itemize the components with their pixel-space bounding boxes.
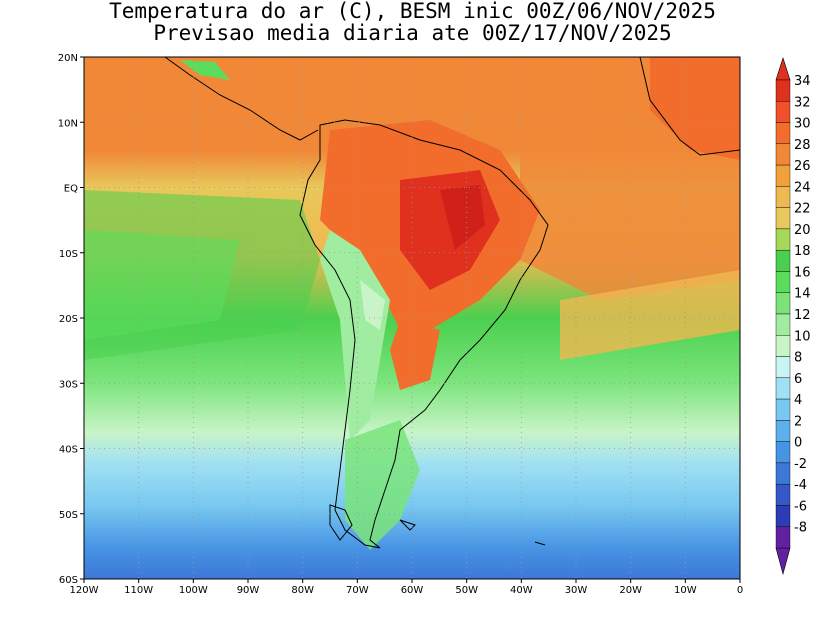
y-tick-label: 30S: [59, 379, 78, 390]
x-tick-label: 50W: [455, 585, 478, 596]
colorbar-label: 22: [794, 202, 811, 217]
colorbar-swatch: [775, 377, 791, 400]
colorbar-label: 18: [794, 244, 811, 259]
x-axis: 120W 110W 100W 90W 80W 70W 60W 50W 40W 30W 20W 10W 0: [70, 579, 743, 596]
colorbar-swatch: [775, 526, 791, 549]
colorbar-label: 16: [794, 265, 811, 280]
x-tick-label: 80W: [291, 585, 314, 596]
colorbar-swatch: [775, 143, 791, 166]
x-tick-label: 90W: [237, 585, 260, 596]
colorbar-label: 12: [794, 308, 811, 323]
colorbar-swatch: [775, 292, 791, 315]
colorbar-label: 10: [794, 329, 811, 344]
map-title: Temperatura do ar (C), BESM inic 00Z/06/…: [0, 0, 825, 44]
coastlines: [164, 57, 740, 549]
colorbar-swatch: [775, 505, 791, 527]
colorbar-label: 4: [794, 393, 802, 408]
x-tick-label: 30W: [565, 585, 588, 596]
x-tick-label: 70W: [346, 585, 369, 596]
y-tick-label: 40S: [59, 445, 78, 456]
colorbar-bottom-arrow: [775, 547, 791, 576]
colorbar-swatch: [775, 420, 791, 442]
colorbar-swatch: [775, 249, 791, 272]
colorbar-swatch: [775, 186, 791, 208]
colorbar-swatch: [775, 356, 791, 379]
x-tick-label: 40W: [510, 585, 533, 596]
y-tick-label: 20N: [58, 53, 78, 64]
colorbar-label: 2: [794, 414, 802, 429]
colorbar-label: 28: [794, 138, 811, 153]
colorbar-swatch: [775, 101, 791, 123]
y-axis: 20N 10N EQ 10S 20S 30S 40S 50S 60S: [58, 53, 84, 586]
title-line-1: Temperatura do ar (C), BESM inic 00Z/06/…: [109, 0, 716, 23]
colorbar-swatch: [775, 207, 791, 230]
colorbar-swatch: [775, 313, 791, 336]
colorbar-swatch: [775, 462, 791, 485]
colorbar-label: 20: [794, 223, 811, 238]
colorbar-swatch: [775, 483, 791, 506]
x-tick-label: 0: [737, 585, 743, 596]
y-tick-label: 10S: [59, 249, 78, 260]
colorbar-label: 0: [794, 436, 802, 451]
colorbar-label: -8: [794, 521, 807, 536]
colorbar-label: 24: [794, 180, 811, 195]
colorbar-label: 34: [794, 74, 811, 89]
colorbar-swatch: [775, 79, 791, 102]
colorbar-swatch: [775, 164, 791, 187]
colorbar-label: -2: [794, 457, 807, 472]
x-tick-label: 10W: [674, 585, 697, 596]
colorbar-swatch: [775, 228, 791, 251]
colorbar-label: 14: [794, 287, 811, 302]
colorbar-label: 32: [794, 95, 811, 110]
colorbar-swatch: [775, 122, 791, 145]
x-tick-label: 110W: [124, 585, 153, 596]
x-tick-label: 100W: [179, 585, 208, 596]
x-tick-label: 60W: [401, 585, 424, 596]
colorbar-label: 8: [794, 351, 802, 366]
gridlines: [84, 57, 740, 579]
colorbar-label: 6: [794, 372, 802, 387]
y-tick-label: 20S: [59, 314, 78, 325]
title-line-2: Previsao media diaria ate 00Z/17/NOV/202…: [153, 21, 672, 45]
y-tick-label: 50S: [59, 510, 78, 521]
x-tick-label: 20W: [619, 585, 642, 596]
colorbar-label: 26: [794, 159, 811, 174]
colorbar-label: 30: [794, 117, 811, 132]
colorbar-swatch: [775, 271, 791, 293]
colorbar-swatch: [775, 335, 791, 357]
colorbar-label: -4: [794, 478, 807, 493]
y-tick-label: 60S: [59, 575, 78, 586]
colorbar-swatch: [775, 398, 791, 421]
colorbar-swatch: [775, 441, 791, 464]
y-tick-label: 10N: [58, 118, 78, 129]
x-tick-label: 120W: [70, 585, 99, 596]
colorbar-label: -6: [794, 499, 807, 514]
y-tick-label: EQ: [64, 184, 78, 195]
colorbar-top-arrow: [775, 57, 791, 81]
